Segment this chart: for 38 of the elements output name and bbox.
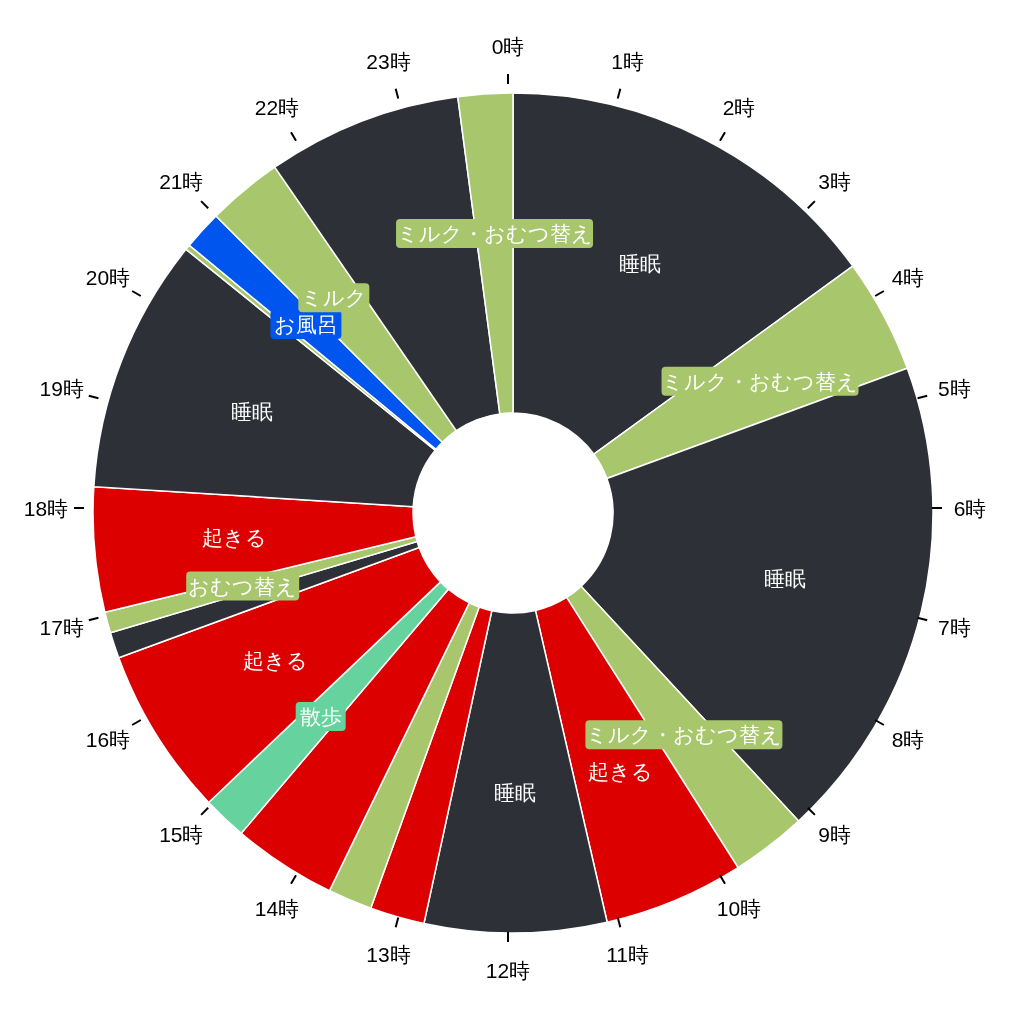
slice-label: ミルク・おむつ替え <box>662 369 859 393</box>
slice-label: ミルク・おむつ替え <box>396 222 593 246</box>
text: 14時 <box>254 896 300 920</box>
text: 3時 <box>818 169 852 193</box>
text: 1時 <box>611 50 644 74</box>
text: 18時 <box>23 496 69 520</box>
slice-label: 睡眠 <box>619 252 662 276</box>
text: 16時 <box>85 727 131 751</box>
text: 22時 <box>254 96 300 120</box>
text: 2時 <box>722 96 756 120</box>
text: 17時 <box>39 616 84 640</box>
slice-label: ミルク・おむつ替え <box>585 723 782 747</box>
text: 23時 <box>366 50 411 74</box>
slice-label: 睡眠 <box>764 566 807 590</box>
text: 9時 <box>818 823 852 847</box>
slice-label: おむつ替え <box>188 574 298 598</box>
text: 0時 <box>491 34 525 58</box>
slice-label: 散歩 <box>299 705 342 729</box>
slice-label: 睡眠 <box>231 400 274 424</box>
text: 12時 <box>485 958 531 982</box>
slice-label: 起きる <box>588 759 654 783</box>
text: 4時 <box>891 265 925 289</box>
text: 7時 <box>937 616 971 640</box>
text: 10時 <box>716 896 762 920</box>
text: 6時 <box>953 496 987 520</box>
text: 19時 <box>39 376 84 400</box>
text: 13時 <box>366 942 411 966</box>
text: 20時 <box>85 265 131 289</box>
slice-label: 起きる <box>242 649 308 673</box>
slice-label: 睡眠 <box>493 781 536 805</box>
text: 5時 <box>937 376 971 400</box>
slice-label: ミルク <box>300 286 367 310</box>
text: 15時 <box>159 823 204 847</box>
text: 11時 <box>606 942 649 966</box>
text: 8時 <box>891 727 925 751</box>
text: 21時 <box>159 169 204 193</box>
slice-label: 起きる <box>201 526 267 550</box>
slice-label: お風呂 <box>273 313 338 337</box>
